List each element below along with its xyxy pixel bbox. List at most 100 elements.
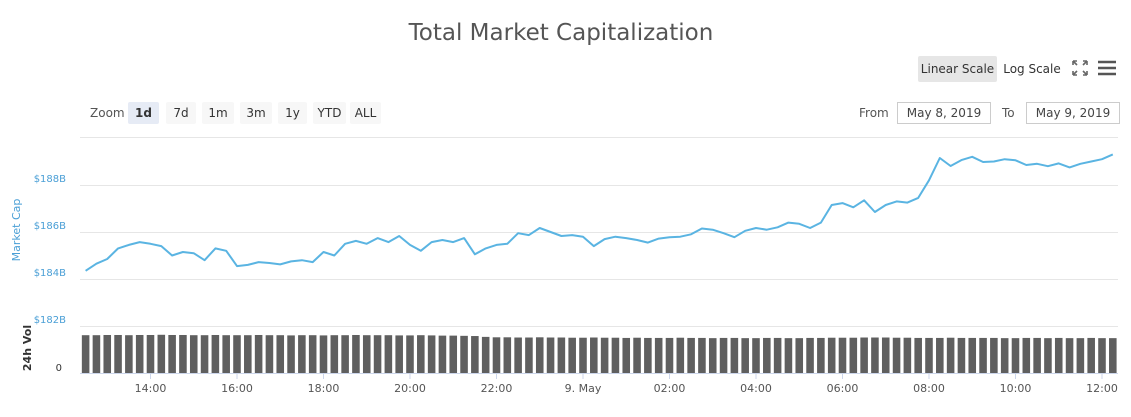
x-tick-label: 18:00 bbox=[308, 382, 340, 395]
volume-bar bbox=[622, 337, 631, 373]
to-label: To bbox=[1002, 106, 1015, 120]
volume-bar bbox=[719, 337, 728, 373]
volume-bar bbox=[125, 335, 133, 373]
volume-bar bbox=[114, 334, 122, 373]
volume-bar bbox=[763, 337, 771, 373]
to-input[interactable]: May 9, 2019 bbox=[1026, 102, 1120, 124]
x-tick-label: 22:00 bbox=[481, 382, 513, 395]
volume-bar bbox=[168, 334, 176, 373]
volume-bar bbox=[644, 337, 652, 373]
volume-bar bbox=[957, 337, 966, 373]
x-tick-label: 20:00 bbox=[394, 382, 426, 395]
volume-bar bbox=[698, 337, 706, 373]
volume-bar bbox=[1000, 338, 1009, 373]
volume-bar bbox=[308, 335, 317, 373]
volume-bar bbox=[914, 337, 922, 373]
zoom-button[interactable]: 1d bbox=[128, 102, 159, 124]
volume-bar bbox=[1065, 338, 1074, 373]
volume-bar bbox=[936, 337, 944, 373]
volume-bar bbox=[352, 334, 360, 373]
volume-bar bbox=[157, 334, 166, 373]
zoom-button[interactable]: 7d bbox=[166, 102, 196, 124]
volume-bar bbox=[525, 337, 533, 373]
scale-button[interactable]: Log Scale bbox=[1003, 62, 1061, 76]
fullscreen-icon[interactable] bbox=[1072, 60, 1088, 76]
y-tick-label: $186B bbox=[34, 221, 66, 232]
from-label: From bbox=[859, 106, 889, 120]
market-cap-line bbox=[85, 153, 1114, 272]
volume-bar bbox=[276, 335, 285, 373]
volume-bar bbox=[892, 337, 901, 373]
volume-bar bbox=[1044, 338, 1052, 373]
volume-bar bbox=[298, 335, 306, 373]
volume-bar bbox=[1109, 338, 1117, 373]
volume-bar bbox=[492, 337, 501, 373]
volume-bar bbox=[611, 337, 620, 373]
volume-bar bbox=[633, 337, 641, 373]
volume-bar bbox=[1087, 337, 1095, 373]
zoom-button[interactable]: 3m bbox=[240, 102, 272, 124]
volume-bar bbox=[979, 337, 987, 373]
volume-bar bbox=[708, 338, 717, 373]
volume-bar bbox=[460, 335, 468, 373]
x-tick-label: 9. May bbox=[565, 382, 602, 395]
from-input[interactable]: May 8, 2019 bbox=[897, 102, 991, 124]
scale-button[interactable]: Linear Scale bbox=[918, 56, 997, 82]
zoom-button[interactable]: 1y bbox=[278, 102, 307, 124]
volume-bar bbox=[103, 334, 112, 373]
volume-bar bbox=[687, 337, 695, 373]
volume-bar bbox=[189, 335, 198, 373]
volume-bar bbox=[449, 335, 458, 373]
x-tick-label: 02:00 bbox=[654, 382, 686, 395]
volume-bar bbox=[1033, 337, 1041, 373]
volume-bar bbox=[1098, 338, 1106, 373]
volume-bar bbox=[200, 335, 209, 373]
y2-tick-label: 0 bbox=[56, 363, 62, 374]
volume-bar bbox=[557, 337, 566, 373]
volume-bar bbox=[406, 335, 414, 373]
volume-bar bbox=[244, 335, 252, 373]
volume-bar bbox=[795, 338, 804, 373]
volume-bar bbox=[427, 335, 436, 373]
zoom-button[interactable]: YTD bbox=[313, 102, 346, 124]
y2-axis-title: 24h Vol bbox=[21, 325, 34, 371]
volume-bar bbox=[968, 337, 977, 373]
volume-bar bbox=[233, 335, 241, 373]
volume-bar bbox=[665, 337, 674, 373]
menu-icon[interactable] bbox=[1098, 60, 1116, 76]
zoom-button[interactable]: ALL bbox=[350, 102, 381, 124]
volume-bar bbox=[946, 337, 955, 373]
volume-bar bbox=[362, 335, 371, 373]
volume-bar bbox=[784, 338, 793, 373]
volume-bar bbox=[535, 337, 544, 373]
volume-bar bbox=[838, 337, 847, 373]
volume-bar bbox=[1022, 337, 1031, 373]
volume-bar bbox=[546, 337, 555, 373]
volume-bar bbox=[1076, 338, 1085, 373]
volume-bar bbox=[860, 337, 868, 373]
volume-bar bbox=[590, 337, 598, 373]
volume-bar bbox=[881, 337, 890, 373]
y-tick-label: $188B bbox=[34, 174, 66, 185]
zoom-button[interactable]: 1m bbox=[202, 102, 234, 124]
volume-bar bbox=[752, 338, 760, 373]
volume-bar bbox=[92, 335, 101, 373]
x-tick-label: 10:00 bbox=[1000, 382, 1032, 395]
y-tick-label: $184B bbox=[34, 268, 66, 279]
x-tick-label: 04:00 bbox=[740, 382, 772, 395]
volume-bar bbox=[319, 335, 328, 373]
volume-bar bbox=[254, 334, 263, 373]
volume-bar bbox=[330, 335, 339, 373]
y-tick-label: $182B bbox=[34, 315, 66, 326]
y-axis-title: Market Cap bbox=[10, 199, 23, 262]
volume-bar bbox=[903, 337, 912, 373]
volume-bar bbox=[806, 337, 814, 373]
volume-bar bbox=[265, 335, 274, 373]
x-tick-label: 14:00 bbox=[135, 382, 167, 395]
volume-bar bbox=[481, 336, 490, 373]
volume-bar bbox=[871, 337, 879, 373]
volume-bar bbox=[222, 335, 230, 373]
volume-bar bbox=[471, 336, 479, 373]
